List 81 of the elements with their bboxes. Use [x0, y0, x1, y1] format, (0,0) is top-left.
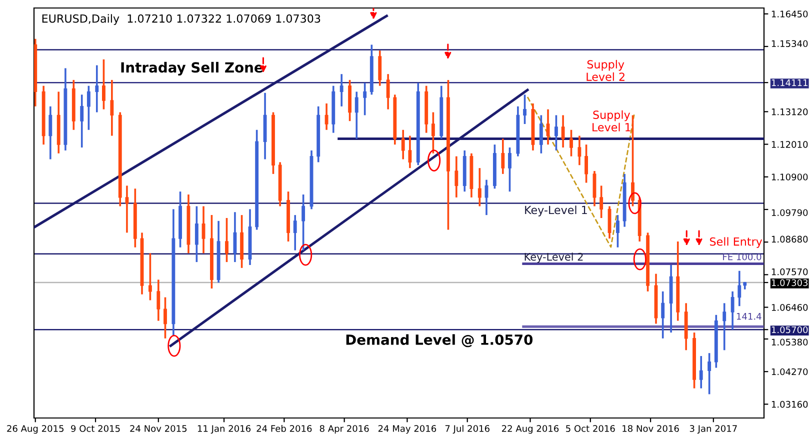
- x-tick-label: 24 Feb 2016: [256, 424, 312, 432]
- candlestick: [578, 134, 582, 166]
- candlestick: [501, 138, 505, 175]
- candlestick: [293, 214, 297, 252]
- candlestick: [110, 79, 114, 137]
- candlestick: [730, 290, 734, 330]
- candlestick: [454, 155, 458, 198]
- y-tick-label: 1.14111: [772, 79, 808, 86]
- annotation: Supply Level 1: [592, 110, 630, 132]
- candlestick: [95, 64, 99, 114]
- candlestick: [233, 211, 237, 263]
- annotation: Key-Level 2: [524, 252, 583, 263]
- y-tick-label: 1.07303: [772, 279, 808, 286]
- candlestick: [554, 114, 558, 152]
- candlestick: [722, 302, 726, 352]
- y-tick-label: 1.05700: [772, 326, 808, 334]
- annotation: Supply Level 2: [586, 60, 624, 81]
- y-tick-label: 1.05380: [772, 338, 808, 346]
- y-tick-label: 1.04270: [772, 368, 808, 376]
- y-tick-label: 1.06460: [772, 304, 808, 311]
- candlestick: [86, 84, 90, 131]
- candlestick: [156, 278, 160, 322]
- y-tick-label: 1.16450: [772, 10, 808, 18]
- candlestick: [340, 73, 344, 108]
- x-tick-label: 22 Aug 2016: [502, 425, 559, 434]
- y-tick-label: 1.12010: [772, 141, 808, 148]
- candlestick: [539, 114, 543, 154]
- y-tick-label: 1.10900: [772, 174, 808, 180]
- y-tick-label: 1.08680: [772, 236, 808, 243]
- candlestick: [102, 58, 106, 110]
- candlestick: [408, 134, 412, 169]
- x-tick-label: 26 Aug 2015: [7, 425, 64, 434]
- candlestick: [302, 194, 306, 252]
- x-tick-label: 24 May 2016: [378, 425, 436, 434]
- y-tick-label: 1.15340: [772, 40, 808, 48]
- candlestick: [561, 114, 565, 148]
- y-tick-label: 1.13120: [772, 108, 808, 116]
- annotation: Intraday Sell Zone: [121, 62, 263, 76]
- annotation: FE 100.0: [723, 253, 762, 260]
- candlestick: [354, 90, 358, 140]
- candlestick: [570, 128, 573, 158]
- text: EURUSD,Daily 1.07210 1.07322 1.07069 1.07303: [42, 14, 320, 25]
- candlestick: [631, 114, 634, 208]
- candlestick: [225, 217, 228, 263]
- candlestick: [48, 105, 52, 160]
- annotation: Demand Level @ 1.0570: [346, 334, 533, 348]
- candlestick: [164, 296, 167, 340]
- candlestick: [699, 355, 703, 390]
- x-tick-label: 11 Jan 2016: [198, 425, 251, 434]
- annotation: Key-Level 1: [525, 206, 587, 216]
- x-tick-label: 18 Nov 2016: [622, 425, 679, 432]
- candlestick: [401, 128, 405, 160]
- candlestick: [616, 214, 620, 248]
- candlestick: [194, 205, 198, 263]
- x-tick-label: 9 Oct 2015: [71, 425, 120, 432]
- y-tick-label: 1.07570: [772, 268, 808, 276]
- candlestick: [125, 184, 129, 234]
- candlestick: [523, 94, 526, 125]
- x-tick-label: 8 Apr 2016: [320, 425, 369, 434]
- candlestick: [508, 146, 512, 192]
- candlestick: [708, 352, 712, 396]
- candlestick: [600, 184, 604, 219]
- candlestick: [738, 270, 742, 308]
- candlestick: [148, 252, 152, 302]
- candlestick: [324, 102, 328, 131]
- x-tick-label: 3 Jan 2017: [690, 425, 737, 434]
- x-tick-label: 7 Jul 2016: [445, 424, 490, 434]
- x-tick-label: 24 Nov 2015: [130, 425, 187, 432]
- candlestick: [584, 144, 588, 184]
- annotation: 141.4: [736, 313, 762, 320]
- candlestick: [363, 82, 367, 116]
- candlestick: [431, 111, 435, 154]
- candlestick: [661, 290, 665, 340]
- candlestick: [478, 167, 482, 208]
- y-tick-label: 1.09790: [772, 209, 808, 216]
- annotation: Sell Entry: [710, 237, 762, 248]
- candlestick: [386, 73, 390, 110]
- y-tick-label: 1.03160: [772, 400, 808, 408]
- candlestick: [378, 50, 382, 87]
- candlestick: [80, 94, 84, 148]
- x-tick-label: 5 Oct 2016: [566, 425, 615, 432]
